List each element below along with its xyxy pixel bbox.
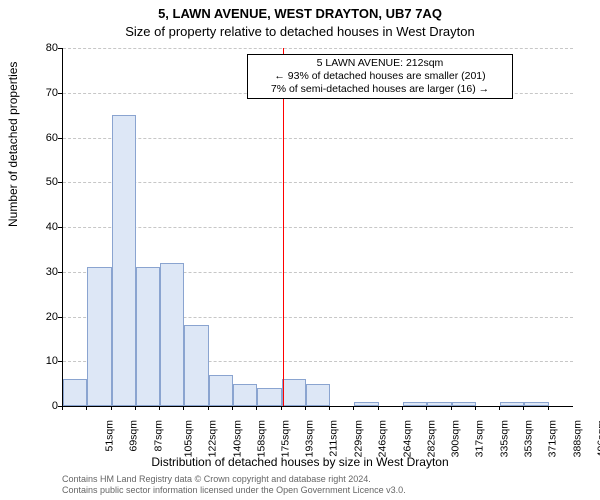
annotation-line-3: 7% of semi-detached houses are larger (1… [253,83,507,96]
xtick-label: 211sqm [327,420,339,457]
xtick-mark [451,406,452,410]
xtick-mark [232,406,233,410]
annotation-box: 5 LAWN AVENUE: 212sqm ← 93% of detached … [247,54,513,99]
ytick-label: 0 [28,400,58,412]
histogram-bar [160,263,184,406]
y-axis-label: Number of detached properties [6,62,20,227]
xtick-mark [499,406,500,410]
xtick-label: 140sqm [231,420,243,457]
xtick-mark [111,406,112,410]
xtick-label: 229sqm [352,420,364,457]
xtick-mark [548,406,549,410]
ytick-mark [58,93,62,94]
xtick-mark [475,406,476,410]
histogram-bar [500,402,524,406]
xtick-mark [378,406,379,410]
footer-line-1: Contains HM Land Registry data © Crown c… [62,474,406,485]
xtick-mark [183,406,184,410]
xtick-label: 175sqm [280,420,292,457]
xtick-label: 388sqm [571,420,583,457]
histogram-bar [403,402,427,406]
xtick-mark [523,406,524,410]
xtick-label: 158sqm [255,420,267,457]
footer-line-2: Contains public sector information licen… [62,485,406,496]
plot-area: 5 LAWN AVENUE: 212sqm ← 93% of detached … [62,48,573,407]
histogram-bar [233,384,257,406]
xtick-mark [402,406,403,410]
xtick-label: 353sqm [522,420,534,457]
ytick-mark [58,48,62,49]
histogram-bar [257,388,281,406]
xtick-mark [329,406,330,410]
xtick-label: 246sqm [377,420,389,457]
histogram-bar [354,402,378,406]
xtick-mark [353,406,354,410]
xtick-mark [305,406,306,410]
histogram-bar [282,379,306,406]
histogram-bar [184,325,208,406]
xtick-mark [62,406,63,410]
xtick-label: 264sqm [401,420,413,457]
histogram-bar [524,402,548,406]
xtick-label: 406sqm [595,420,600,457]
ytick-label: 80 [28,42,58,54]
ytick-mark [58,272,62,273]
xtick-mark [159,406,160,410]
xtick-mark [281,406,282,410]
xtick-label: 335sqm [498,420,510,457]
xtick-label: 69sqm [128,420,140,452]
histogram-bar [112,115,136,406]
ytick-mark [58,182,62,183]
gridline-h [63,182,573,183]
ytick-label: 10 [28,355,58,367]
xtick-mark [426,406,427,410]
histogram-bar [209,375,233,406]
histogram-bar [306,384,330,406]
xtick-mark [135,406,136,410]
histogram-bar [136,267,160,406]
ytick-mark [58,361,62,362]
gridline-h [63,48,573,49]
histogram-bar [63,379,87,406]
xtick-label: 282sqm [425,420,437,457]
gridline-h [63,138,573,139]
ytick-label: 30 [28,266,58,278]
chart-title-main: 5, LAWN AVENUE, WEST DRAYTON, UB7 7AQ [0,6,600,21]
xtick-label: 193sqm [304,420,316,457]
chart-title-sub: Size of property relative to detached ho… [0,24,600,39]
xtick-label: 317sqm [474,420,486,457]
annotation-line-2: ← 93% of detached houses are smaller (20… [253,70,507,83]
ytick-label: 20 [28,311,58,323]
ytick-label: 50 [28,176,58,188]
xtick-label: 87sqm [152,420,164,452]
xtick-label: 122sqm [207,420,219,457]
ytick-label: 70 [28,87,58,99]
ytick-mark [58,138,62,139]
footer-attribution: Contains HM Land Registry data © Crown c… [62,474,406,496]
histogram-bar [452,402,476,406]
histogram-bar [427,402,451,406]
gridline-h [63,227,573,228]
chart-container: 5, LAWN AVENUE, WEST DRAYTON, UB7 7AQ Si… [0,0,600,500]
ytick-mark [58,317,62,318]
annotation-line-1: 5 LAWN AVENUE: 212sqm [253,57,507,70]
xtick-label: 105sqm [182,420,194,457]
xtick-label: 300sqm [450,420,462,457]
xtick-label: 51sqm [104,420,116,452]
xtick-mark [208,406,209,410]
ytick-label: 40 [28,221,58,233]
ytick-mark [58,227,62,228]
ytick-label: 60 [28,132,58,144]
reference-line [283,48,284,406]
xtick-mark [86,406,87,410]
xtick-mark [256,406,257,410]
xtick-label: 371sqm [547,420,559,457]
histogram-bar [87,267,111,406]
